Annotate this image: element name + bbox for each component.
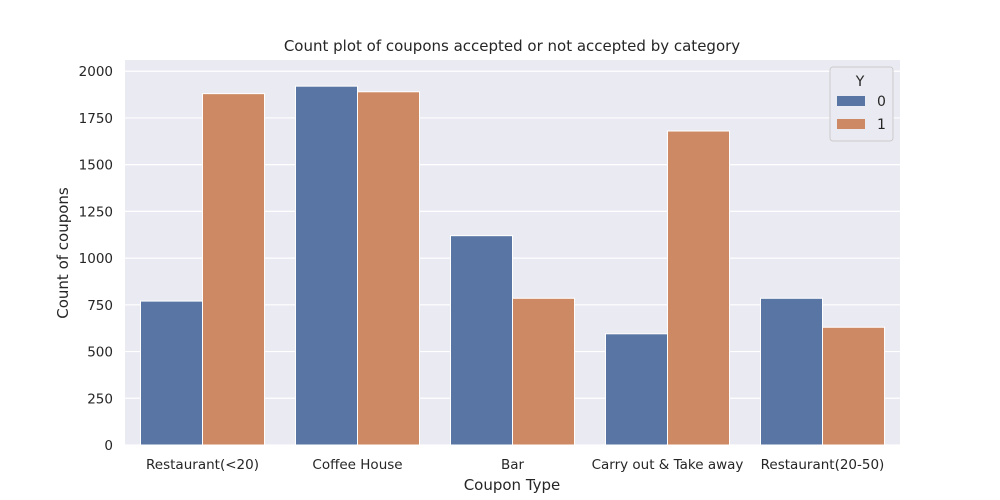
y-tick-label-4: 1000 <box>79 251 113 267</box>
bar-1-series-0 <box>295 85 358 446</box>
chart-title: Count plot of coupons accepted or not ac… <box>284 37 740 55</box>
bar-3-series-0 <box>605 333 668 446</box>
bar-2-series-1 <box>512 297 575 446</box>
y-tick-label-8: 2000 <box>79 64 113 80</box>
x-tick-label-0: Restaurant(<20) <box>146 457 259 473</box>
x-tick-label-1: Coffee House <box>312 457 402 473</box>
bars <box>140 85 885 446</box>
y-tick-label-7: 1750 <box>79 111 113 127</box>
legend: Y 0 1 <box>829 66 894 142</box>
y-axis-label: Count of coupons <box>54 187 72 319</box>
bar-1-series-1 <box>357 91 420 446</box>
bar-4-series-1 <box>822 326 885 446</box>
y-tick-label-1: 250 <box>87 391 113 407</box>
y-tick-label-2: 500 <box>87 345 113 361</box>
y-tick-label-6: 1500 <box>79 158 113 174</box>
bar-2-series-0 <box>450 235 513 446</box>
x-tick-label-3: Carry out & Take away <box>592 457 744 473</box>
y-tick-label-5: 1250 <box>79 204 113 220</box>
y-axis-ticks: 0 250 500 750 1000 1250 1500 1750 2000 <box>79 64 113 454</box>
x-axis-ticks: Restaurant(<20) Coffee House Bar Carry out … <box>146 457 884 473</box>
x-axis-label: Coupon Type <box>464 476 561 494</box>
y-tick-label-0: 0 <box>104 438 113 454</box>
legend-title: Y <box>855 74 865 90</box>
y-tick-label-3: 750 <box>87 298 113 314</box>
x-tick-label-2: Bar <box>501 457 525 473</box>
bar-4-series-0 <box>760 297 823 446</box>
bar-3-series-1 <box>667 130 730 446</box>
legend-label-0: 0 <box>877 94 886 110</box>
legend-swatch-0 <box>837 96 865 106</box>
x-tick-label-4: Restaurant(20-50) <box>761 457 885 473</box>
legend-label-1: 1 <box>877 117 886 133</box>
bar-0-series-1 <box>202 93 265 446</box>
bar-0-series-0 <box>140 300 203 446</box>
legend-swatch-1 <box>837 119 865 129</box>
